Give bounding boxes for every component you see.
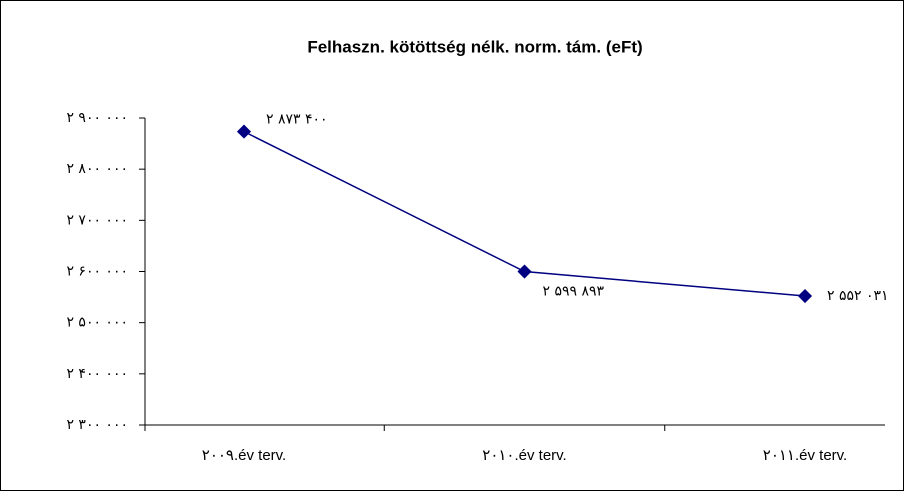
- data-label: ۲ ۵۵۲ ۰۳۱: [827, 288, 889, 304]
- chart-title: Felhaszn. kötöttség nélk. norm. tám. (eF…: [307, 37, 642, 56]
- y-tick-label: ۲ ۵۰۰ ۰۰۰: [66, 315, 128, 331]
- x-tick-label: ۲۰۱۱.év terv.: [763, 447, 847, 464]
- y-tick-label: ۲ ۶۰۰ ۰۰۰: [66, 264, 128, 280]
- data-label: ۲ ۵۹۹ ۸۹۳: [543, 284, 605, 300]
- y-tick-label: ۲ ۳۰۰ ۰۰۰: [66, 417, 128, 433]
- x-tick-label: ۲۰۱۰.év terv.: [482, 447, 566, 464]
- x-tick-label: ۲۰۰۹.év terv.: [202, 447, 286, 464]
- y-tick-label: ۲ ۸۰۰ ۰۰۰: [66, 161, 128, 177]
- y-tick-label: ۲ ۹۰۰ ۰۰۰: [66, 110, 128, 126]
- point: [517, 264, 532, 279]
- data-label: ۲ ۸۷۳ ۴۰۰: [266, 112, 328, 128]
- point: [797, 288, 813, 304]
- y-tick-label: ۲ ۷۰۰ ۰۰۰: [66, 212, 128, 228]
- y-tick-label: ۲ ۴۰۰ ۰۰۰: [66, 366, 128, 382]
